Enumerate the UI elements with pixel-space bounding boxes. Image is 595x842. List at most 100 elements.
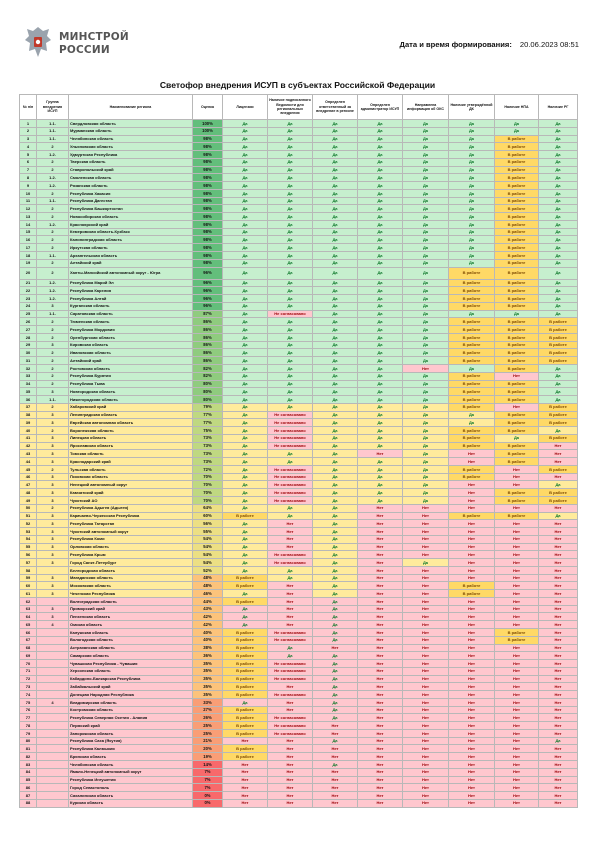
status-cell: Да: [312, 363, 358, 373]
status-cell: Нет: [402, 573, 449, 583]
table-row: 88 Курская область 0% Нет Нет Нет Нет Нет Нет Нет…: [19, 798, 578, 808]
status-cell: Нет: [538, 565, 578, 575]
table-row: 36 1.1. Нижегородская область 80% Да Да Да Да Да…: [19, 395, 578, 404]
status-cell: Нет: [402, 744, 449, 754]
logo-line2: РОССИИ: [59, 44, 110, 56]
status-cell: Нет: [448, 690, 495, 699]
region-name: Республика Хакасия: [68, 188, 193, 198]
status-cell: В работе: [448, 266, 495, 280]
status-cell: Да: [402, 188, 449, 198]
group-cell: 2: [36, 464, 69, 474]
status-cell: Нет: [494, 589, 539, 598]
status-cell: Да: [312, 495, 358, 505]
status-cell: В работе: [222, 511, 268, 521]
score-cell: 98%: [192, 142, 223, 152]
row-number: 51: [19, 511, 37, 521]
status-cell: В работе: [494, 363, 539, 373]
table-row: 10 2 Республика Хакасия 98% Да Да Да Да Да Да В ра…: [19, 188, 578, 198]
score-cell: 82%: [192, 371, 223, 381]
column-header: Определен ответственный за внедрение в р…: [312, 94, 358, 120]
row-number: 69: [19, 651, 37, 661]
score-cell: 35%: [192, 666, 223, 676]
status-cell: Не согласовано: [267, 721, 313, 730]
status-cell: Да: [312, 628, 358, 637]
status-cell: Да: [494, 119, 539, 128]
group-cell: 2: [36, 317, 69, 327]
status-cell: В работе: [222, 666, 268, 676]
status-cell: Да: [222, 503, 268, 513]
status-cell: Да: [312, 410, 358, 420]
group-cell: [36, 736, 69, 746]
table-row: 56 3 Республика Крым 54% Да Не согласовано Да Н…: [19, 550, 578, 560]
region-name: Республика Бурятия: [68, 371, 193, 381]
row-number: 49: [19, 495, 37, 505]
status-cell: Да: [267, 356, 313, 365]
status-cell: Да: [357, 379, 403, 389]
region-name: Еврейская автономная область: [68, 418, 193, 428]
status-cell: Да: [312, 126, 358, 136]
region-name: Пензенская область: [68, 612, 193, 622]
status-cell: Нет: [357, 449, 403, 459]
status-cell: Нет: [494, 713, 539, 723]
status-cell: Да: [312, 356, 358, 365]
status-cell: Нет: [448, 565, 495, 575]
status-cell: В работе: [222, 581, 268, 591]
status-cell: Нет: [402, 651, 449, 661]
table-row: 75 4 Владимирская область 33% Да Нет Да Нет Нет Н…: [19, 697, 578, 707]
status-cell: В работе: [222, 690, 268, 699]
status-cell: Нет: [402, 767, 449, 777]
region-name: Кировская область: [68, 340, 193, 350]
status-cell: Нет: [538, 760, 578, 769]
status-cell: Да: [267, 457, 313, 466]
status-cell: Да: [494, 309, 539, 319]
status-cell: Нет: [357, 767, 403, 777]
status-cell: Да: [538, 266, 578, 280]
status-cell: Нет: [494, 728, 539, 738]
table-row: 31 2 Алтайский край 86% Да Да Да Да Да В работе В …: [19, 356, 578, 365]
status-cell: Да: [402, 387, 449, 397]
status-cell: В работе: [448, 348, 495, 358]
table-row: 79 Запорожская область 25% В работе Не согла…: [19, 728, 578, 738]
row-number: 8: [19, 173, 37, 183]
group-cell: 2: [36, 165, 69, 175]
status-cell: Да: [312, 666, 358, 676]
status-cell: Нет: [402, 589, 449, 598]
status-cell: Да: [312, 674, 358, 684]
status-cell: Да: [357, 212, 403, 221]
status-cell: Нет: [494, 760, 539, 769]
status-cell: В работе: [448, 511, 495, 521]
status-cell: Нет: [312, 775, 358, 785]
table-row: 61 3 Чеченская Республика 46% Да Нет Да Нет Нет В…: [19, 589, 578, 598]
status-cell: Нет: [538, 519, 578, 529]
status-cell: Да: [448, 258, 495, 268]
status-cell: Нет: [538, 620, 578, 629]
status-cell: Да: [267, 219, 313, 229]
score-cell: 26%: [192, 713, 223, 723]
status-cell: Да: [402, 294, 449, 303]
status-cell: В работе: [448, 433, 495, 443]
status-cell: Нет: [538, 581, 578, 591]
status-cell: Да: [222, 173, 268, 183]
status-cell: Нет: [538, 550, 578, 560]
status-cell: Да: [402, 251, 449, 260]
status-cell: Нет: [448, 666, 495, 676]
status-cell: Нет: [494, 682, 539, 692]
table-row: 19 2 Алтайский край 98% Да Да Да Да Да Да В работе…: [19, 258, 578, 268]
group-cell: 3: [36, 457, 69, 466]
status-cell: Да: [312, 150, 358, 159]
status-cell: Нет: [494, 791, 539, 800]
group-cell: 3: [36, 488, 69, 497]
status-cell: Нет: [448, 783, 495, 793]
status-cell: Нет: [267, 589, 313, 598]
status-cell: Нет: [494, 596, 539, 606]
status-cell: Да: [357, 488, 403, 497]
row-number: 61: [19, 589, 37, 598]
status-cell: В работе: [222, 744, 268, 754]
status-cell: Да: [267, 196, 313, 206]
status-cell: В работе: [448, 589, 495, 598]
status-cell: Да: [267, 363, 313, 373]
status-cell: Да: [448, 134, 495, 144]
group-cell: 3: [36, 418, 69, 428]
status-cell: Нет: [448, 519, 495, 529]
group-cell: 3: [36, 340, 69, 350]
